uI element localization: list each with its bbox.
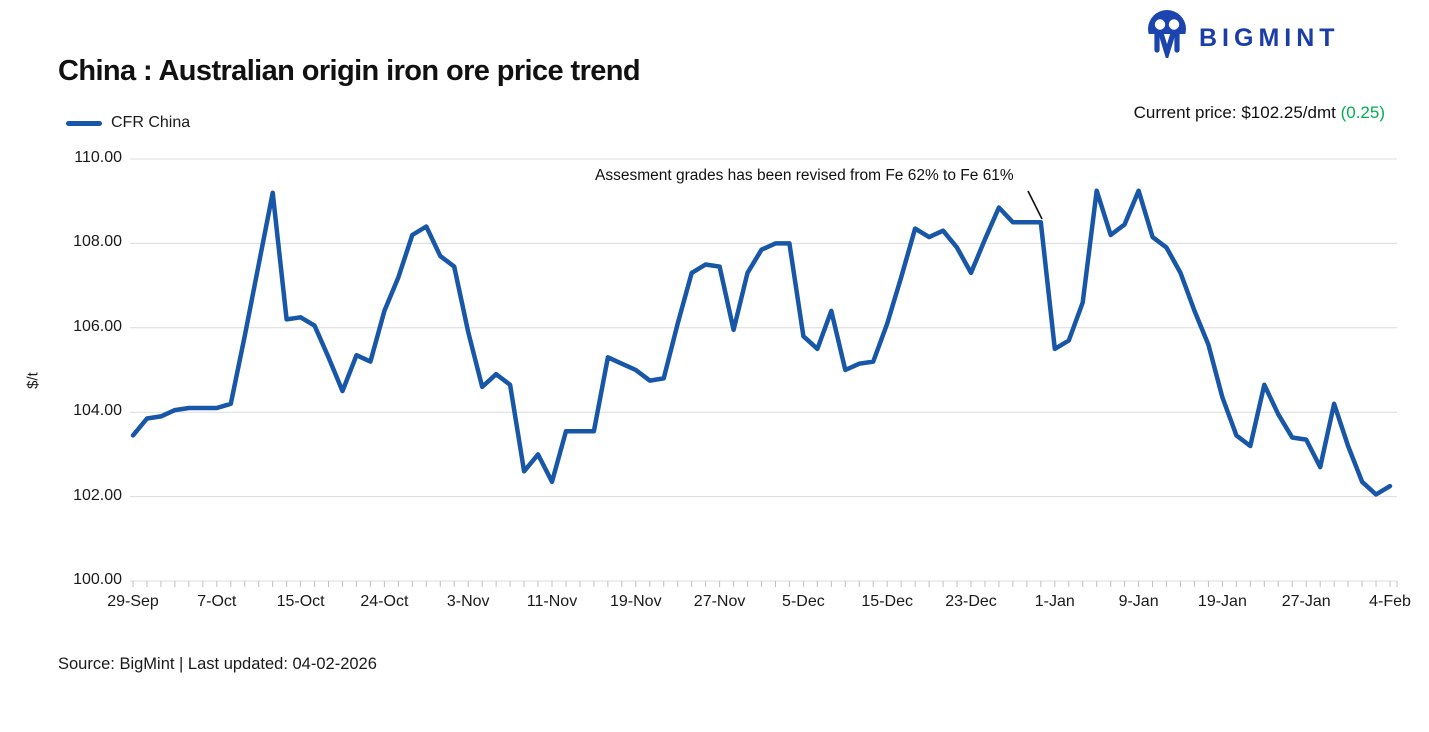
y-tick-label: 102.00 xyxy=(73,486,122,504)
x-tick-label: 15-Oct xyxy=(276,593,325,610)
source-note: Source: BigMint | Last updated: 04-02-20… xyxy=(58,655,377,673)
y-tick-label: 108.00 xyxy=(73,233,122,251)
chart-title: China : Australian origin iron ore price… xyxy=(58,55,641,87)
x-tick-label: 15-Dec xyxy=(861,593,913,610)
x-tick-label: 23-Dec xyxy=(945,593,997,610)
brand-name: BIGMINT xyxy=(1199,24,1340,52)
current-price-text: Current price: $102.25/dmt xyxy=(1133,103,1341,122)
x-tick-label: 11-Nov xyxy=(526,593,578,610)
y-tick-label: 104.00 xyxy=(73,402,122,420)
bigmint-logo-icon xyxy=(1147,10,1187,63)
x-tick-label: 7-Oct xyxy=(197,593,237,610)
legend-line-swatch xyxy=(66,120,102,126)
x-tick-label: 27-Nov xyxy=(693,593,746,610)
current-price-change: (0.25) xyxy=(1340,103,1385,122)
y-axis-title: $/t xyxy=(24,372,42,389)
annotation-leader-line xyxy=(1027,190,1043,220)
x-tick-label: 19-Jan xyxy=(1197,593,1247,610)
x-tick-label: 9-Jan xyxy=(1118,593,1159,610)
y-tick-label: 100.00 xyxy=(73,571,122,588)
y-tick-label: 110.00 xyxy=(74,149,122,166)
cfr-china-price-line xyxy=(130,188,1393,497)
y-tick-label: 106.00 xyxy=(73,317,122,335)
x-tick-label: 29-Sep xyxy=(107,593,159,610)
x-tick-label: 19-Nov xyxy=(610,593,662,610)
legend: CFR China xyxy=(66,114,190,132)
x-tick-label: 5-Dec xyxy=(782,593,825,610)
x-tick-label: 27-Jan xyxy=(1281,593,1331,610)
legend-series-label: CFR China xyxy=(111,114,191,131)
x-tick-label: 3-Nov xyxy=(446,593,490,610)
current-price: Current price: $102.25/dmt (0.25) xyxy=(1134,103,1385,123)
x-tick-label: 1-Jan xyxy=(1034,593,1075,610)
chart-annotation: Assesment grades has been revised from F… xyxy=(595,167,1014,184)
x-tick-label: 24-Oct xyxy=(360,593,409,610)
brand-logo: BIGMINT xyxy=(1147,10,1340,63)
x-tick-label: 4-Feb xyxy=(1369,593,1411,610)
